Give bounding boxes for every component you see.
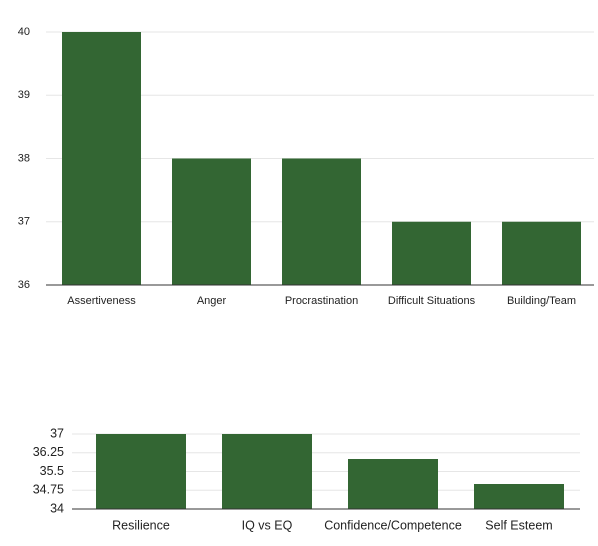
x-category-label: Procrastination <box>285 295 358 307</box>
x-category-label: Assertiveness <box>67 295 136 307</box>
x-category-label: Confidence/Competence <box>324 518 462 532</box>
y-tick-label: 37 <box>50 426 64 440</box>
bar <box>502 221 581 285</box>
y-tick-label: 35.5 <box>40 464 64 478</box>
x-category-label: IQ vs EQ <box>242 518 293 532</box>
y-tick-label: 34.75 <box>33 483 64 497</box>
y-tick-label: 36 <box>18 279 30 291</box>
y-tick-label: 40 <box>18 26 30 38</box>
bar <box>474 484 564 509</box>
x-category-label: Difficult Situations <box>388 295 476 307</box>
bar <box>96 434 186 509</box>
y-tick-label: 37 <box>18 216 30 228</box>
y-tick-label: 38 <box>18 152 30 164</box>
bar <box>348 459 438 509</box>
bar <box>282 158 361 285</box>
y-tick-label: 34 <box>50 501 64 515</box>
x-category-label: Anger <box>197 295 227 307</box>
x-category-label: Building/Team <box>507 295 576 307</box>
bar <box>172 158 251 285</box>
x-category-label: Self Esteem <box>485 518 552 532</box>
bar <box>222 434 312 509</box>
bar <box>62 32 141 285</box>
bar <box>392 221 471 285</box>
chart-top: 36 37 38 39 40 Assertiveness Anger Procrastinat… <box>18 26 594 307</box>
chart-bottom: 34 34.75 35.5 36.25 37 Resilience IQ vs EQ Conf… <box>33 426 580 532</box>
y-tick-label: 39 <box>18 89 30 101</box>
x-category-label: Resilience <box>112 518 170 532</box>
y-tick-label: 36.25 <box>33 445 64 459</box>
